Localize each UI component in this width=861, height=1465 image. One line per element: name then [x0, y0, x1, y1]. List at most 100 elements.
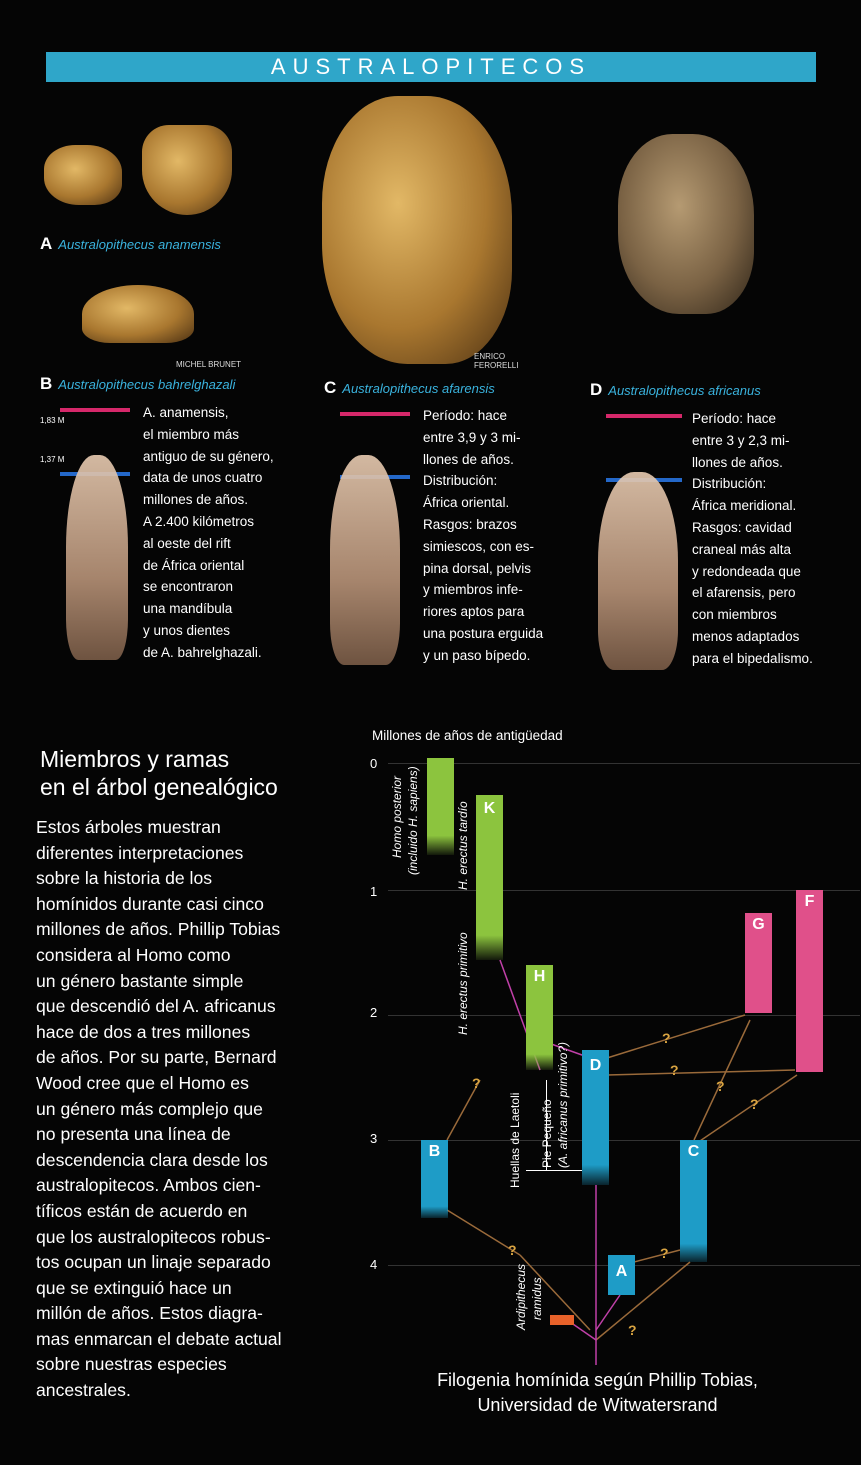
article-body-line: millones de años. Phillip Tobias: [36, 919, 281, 940]
bar-f: [796, 890, 823, 1072]
question-mark-5: ?: [750, 1096, 759, 1112]
bar-homo-posterior: [427, 758, 454, 855]
description-d-line: Rasgos: cavidad: [692, 519, 792, 535]
description-d-line: con miembros: [692, 607, 777, 623]
height-label-short: 1,37 M: [40, 455, 65, 464]
description-c-line: Distribución:: [423, 473, 498, 489]
height-label-tall: 1,83 M: [40, 416, 65, 425]
connector-c-f: [693, 1074, 798, 1146]
gridline-1: [388, 890, 860, 891]
connector-b-up: [446, 1079, 481, 1141]
caption-c-name: Australopithecus afarensis: [342, 381, 495, 396]
height-bar-tall-b: [60, 408, 130, 412]
article-body: Estos árboles muestran diferentes interpr…: [36, 815, 316, 1404]
label-ardipithecus: Ardipithecus: [514, 1263, 528, 1330]
caption-b-name: Australopithecus bahrelghazali: [58, 377, 236, 392]
connector-a-c: [633, 1249, 681, 1263]
bar-c: [680, 1140, 707, 1262]
fossil-image-anamensis-2: [142, 125, 232, 215]
section-banner: AUSTRALOPITECOS: [46, 52, 816, 82]
description-d-line: menos adaptados: [692, 628, 800, 644]
gridline-3: [388, 1140, 860, 1141]
article-body-line: un género más complejo que: [36, 1098, 263, 1119]
article-body-line: no presenta una línea de: [36, 1124, 231, 1145]
article-body-line: Estos árboles muestran: [36, 817, 221, 837]
connector-root-ardi: [569, 1321, 597, 1341]
article-body-line: diferentes interpretaciones: [36, 842, 244, 863]
description-c-line: Período: hace: [423, 408, 508, 423]
hominid-figure-c: [330, 455, 400, 665]
fossil-image-bahrelghazali: [82, 285, 194, 343]
description-b-line: A 2.400 kilómetros: [143, 513, 255, 529]
caption-a: A Australopithecus anamensis: [40, 234, 221, 254]
connector-root-c: [595, 1261, 691, 1341]
bracket-laetoli: [526, 1170, 582, 1171]
bracket-pie-pequeno: [546, 1080, 547, 1170]
bar-f-label: F: [804, 893, 815, 910]
connector-d-f: [606, 1069, 796, 1076]
question-mark-4: ?: [716, 1078, 725, 1094]
credit-ferorelli-2: FERORELLI: [474, 361, 519, 370]
label-homo-posterior-2: (incluido H. sapiens): [406, 766, 420, 875]
tick-2: 2: [370, 1005, 378, 1020]
question-mark-8: ?: [628, 1322, 637, 1338]
bar-k-label: K: [483, 800, 496, 817]
question-mark-2: ?: [662, 1030, 671, 1046]
caption-c-letter: C: [324, 378, 337, 397]
article-body-line: sobre nuestras especies: [36, 1354, 227, 1375]
label-pie-pequeno-2: (A. africanus primitivo?): [556, 1041, 570, 1168]
credit-brunet: MICHEL BRUNET: [176, 360, 242, 369]
question-mark-7: ?: [660, 1245, 669, 1261]
fossil-image-anamensis-1: [44, 145, 122, 205]
description-d-line: Distribución:: [692, 476, 767, 492]
article-body-line: sobre la historia de los: [36, 868, 213, 889]
caption-d-name: Australopithecus africanus: [608, 383, 761, 398]
description-b-line: A. anamensis,: [143, 405, 229, 420]
description-c-line: simiescos, con es-: [423, 538, 535, 554]
fossil-image-africanus-skull: [618, 134, 754, 314]
gridline-2: [388, 1015, 860, 1016]
article-body-line: que descendió del A. africanus: [36, 996, 276, 1017]
article-body-line: millón de años. Estos diagra-: [36, 1303, 263, 1324]
bar-a-label: A: [615, 1263, 628, 1280]
connector-root-b: [519, 1254, 591, 1331]
article-body-line: que se extinguió hace un: [36, 1277, 232, 1298]
caption-b-letter: B: [40, 374, 53, 393]
bar-ardipithecus: [550, 1315, 574, 1325]
tick-3: 3: [370, 1131, 378, 1146]
description-c-line: una postura erguida: [423, 625, 544, 641]
description-b-line: y unos dientes: [143, 622, 231, 638]
caption-d: D Australopithecus africanus: [590, 380, 761, 400]
article-body-line: un género bastante simple: [36, 970, 244, 991]
gridline-0: [388, 763, 860, 764]
description-b-line: se encontraron: [143, 579, 234, 595]
article-body-line: tíficos están de acuerdo en: [36, 1200, 248, 1221]
article-heading-line-2: en el árbol genealógico: [40, 774, 278, 800]
description-d-line: para el bipedalismo.: [692, 650, 813, 666]
connector-d-g: [606, 1014, 746, 1059]
bar-g-label: G: [752, 916, 765, 933]
article-heading: Miembros y ramas en el árbol genealógico: [40, 745, 278, 801]
tick-1: 1: [370, 884, 378, 899]
description-d: Período: hace entre 3 y 2,3 mi-llones de …: [692, 408, 852, 670]
description-c: Período: hace entre 3,9 y 3 mi-llones de …: [423, 405, 573, 667]
bar-h-label: H: [533, 968, 546, 985]
article-body-line: de años. Por su parte, Bernard: [36, 1047, 277, 1068]
description-c-line: Rasgos: brazos: [423, 516, 517, 532]
bar-c-label: C: [687, 1143, 700, 1160]
description-c-line: riores aptos para: [423, 604, 525, 620]
graph-caption: Filogenia homínida según Phillip Tobias,…: [420, 1368, 775, 1418]
bar-h: [526, 965, 553, 1070]
article-heading-line-1: Miembros y ramas: [40, 746, 230, 772]
caption-d-letter: D: [590, 380, 603, 399]
description-c-line: llones de años.: [423, 451, 514, 467]
bar-d-label: D: [589, 1057, 602, 1074]
description-b-line: una mandíbula: [143, 601, 233, 617]
bar-b-label: B: [428, 1143, 441, 1160]
fossil-image-afarensis-skull: [322, 96, 512, 364]
article-body-line: homínidos durante casi cinco: [36, 893, 264, 914]
description-d-line: África meridional.: [692, 498, 797, 514]
label-erectus-tardio: H. erectus tardío: [456, 801, 470, 890]
description-c-line: África oriental.: [423, 495, 510, 511]
